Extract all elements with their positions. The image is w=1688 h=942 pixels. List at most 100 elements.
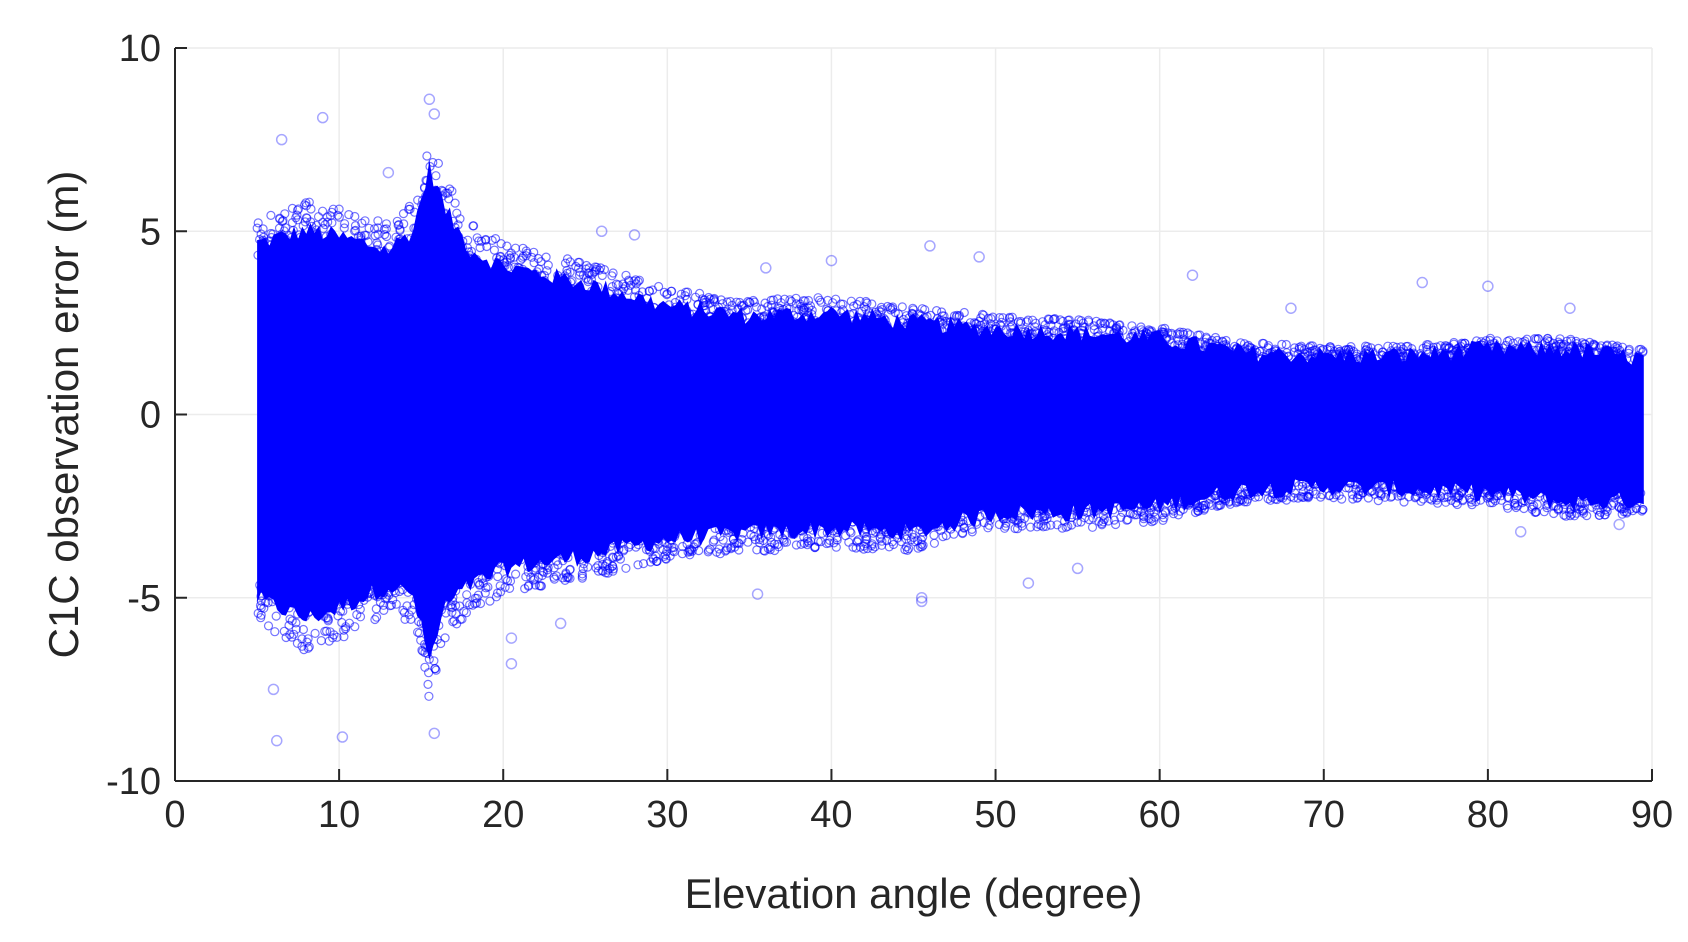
data-point <box>433 609 443 619</box>
data-point <box>565 573 575 584</box>
data-point <box>406 580 416 590</box>
data-point <box>333 611 343 621</box>
data-point <box>1506 344 1517 354</box>
outlier-point <box>505 632 518 644</box>
data-point <box>700 314 711 325</box>
data-point <box>603 565 613 575</box>
data-point <box>1394 352 1404 362</box>
data-point <box>255 580 265 590</box>
data-point <box>1303 491 1313 501</box>
data-point <box>1474 484 1484 495</box>
data-point <box>705 544 715 554</box>
data-point <box>1313 353 1323 363</box>
data-point <box>1145 503 1156 513</box>
data-point <box>1039 326 1049 336</box>
data-point <box>326 229 336 240</box>
data-point <box>1099 318 1110 328</box>
data-point <box>528 575 539 585</box>
data-point <box>1296 491 1306 501</box>
data-point <box>475 243 485 253</box>
data-point <box>360 230 370 240</box>
data-point <box>539 270 550 281</box>
data-point <box>629 276 639 286</box>
data-point <box>1386 492 1396 502</box>
data-point <box>1052 520 1062 530</box>
data-point <box>775 303 785 313</box>
data-point <box>1031 318 1041 328</box>
data-point <box>485 596 495 606</box>
data-point <box>1033 513 1043 523</box>
data-point <box>1078 507 1089 517</box>
data-point <box>431 171 441 181</box>
data-point <box>1083 315 1094 325</box>
data-point <box>1024 507 1034 517</box>
data-point <box>810 542 820 553</box>
data-point <box>1247 343 1257 353</box>
data-point <box>883 529 893 539</box>
data-point <box>502 554 512 565</box>
data-point <box>1379 480 1389 490</box>
data-point <box>949 529 959 539</box>
data-point <box>685 547 695 557</box>
data-point <box>1046 520 1056 530</box>
data-point <box>980 509 990 519</box>
data-point <box>362 581 372 591</box>
data-point <box>1604 348 1614 358</box>
data-point <box>611 552 621 562</box>
data-point <box>817 528 827 538</box>
data-point <box>1103 516 1113 526</box>
data-point <box>908 309 918 319</box>
data-point <box>434 196 444 207</box>
data-point <box>648 543 658 553</box>
data-point <box>1587 502 1597 512</box>
data-point <box>794 305 804 315</box>
data-point <box>900 545 910 555</box>
data-point <box>438 594 448 604</box>
data-point <box>493 571 503 582</box>
data-point <box>573 257 583 267</box>
data-point <box>299 644 309 655</box>
outlier-point <box>428 108 441 120</box>
data-point <box>469 221 479 231</box>
data-point <box>413 195 423 205</box>
data-point <box>1210 332 1221 343</box>
data-point <box>293 609 303 619</box>
data-point <box>431 185 441 195</box>
data-point <box>277 603 287 613</box>
data-point <box>867 299 877 309</box>
data-point <box>751 519 761 529</box>
data-point <box>370 614 380 625</box>
data-point <box>963 516 973 526</box>
data-point <box>295 232 306 242</box>
data-point <box>1577 498 1588 508</box>
data-point <box>1346 342 1356 352</box>
data-point <box>1143 334 1153 344</box>
data-point <box>489 245 499 255</box>
data-point <box>1398 353 1409 363</box>
data-point <box>1043 332 1054 342</box>
data-point <box>599 265 610 275</box>
data-point <box>1578 508 1589 518</box>
data-point <box>802 533 813 544</box>
data-point <box>332 632 342 642</box>
data-point <box>1239 497 1250 507</box>
data-point <box>1185 498 1195 508</box>
data-point <box>695 530 705 540</box>
data-point <box>354 599 364 610</box>
data-point <box>868 528 878 538</box>
data-point <box>505 576 516 586</box>
scatter-core-band <box>257 159 1644 660</box>
data-point <box>459 606 469 616</box>
data-point <box>1476 337 1486 347</box>
data-point <box>1347 490 1358 500</box>
data-point <box>1401 341 1411 352</box>
data-point <box>517 264 528 274</box>
data-point <box>496 239 506 249</box>
data-point <box>274 223 285 233</box>
data-point <box>854 517 865 528</box>
data-point <box>788 317 798 327</box>
data-point <box>1004 312 1015 322</box>
data-point <box>423 641 433 652</box>
data-point <box>435 205 445 215</box>
data-point <box>659 551 669 562</box>
